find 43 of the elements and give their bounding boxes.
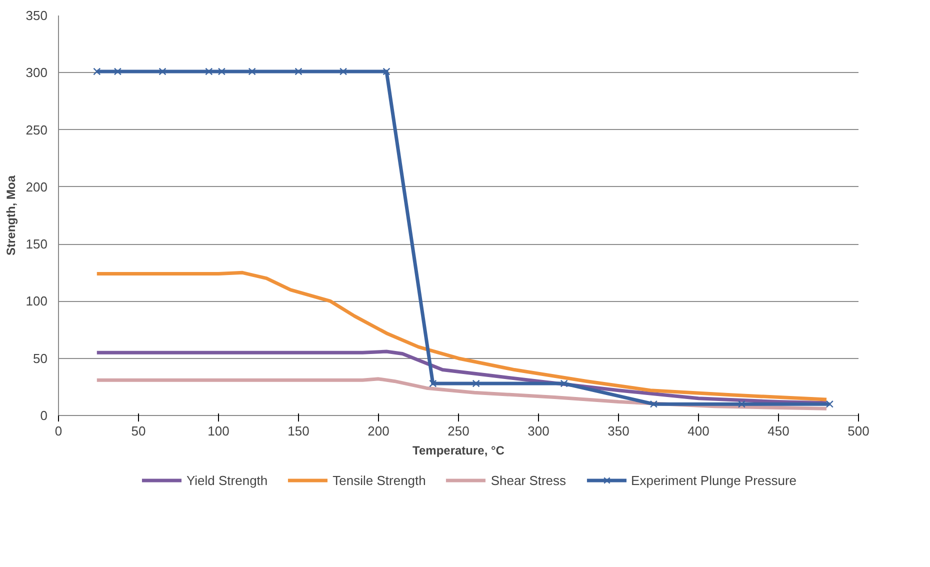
point (248, 68, 256, 76)
y-tick-label: 200 (26, 179, 48, 194)
point (114, 68, 122, 76)
point (93, 68, 101, 76)
point (158, 68, 166, 76)
point (382, 68, 390, 76)
legend-label: Experiment Plunge Pressure (631, 472, 797, 488)
point (340, 68, 348, 76)
x-tick-label: 150 (288, 424, 310, 438)
y-tick-label: 0 (40, 408, 48, 423)
y-tick-label: 250 (26, 122, 48, 138)
point (826, 400, 834, 408)
x-tick-label: 400 (688, 424, 710, 438)
line-series (95, 377, 828, 410)
point (738, 400, 746, 408)
y-axis-title: Strength, Moa (4, 175, 18, 256)
y-tick-label: 100 (26, 294, 48, 309)
y-tick-label: 50 (33, 350, 48, 366)
x-tick-label: 500 (848, 424, 870, 438)
point (205, 68, 213, 76)
legend-label: Tensile Strength (332, 472, 426, 488)
legend-label: Shear Stress (490, 472, 566, 488)
x-tick-label: 0 (54, 424, 62, 438)
point (472, 380, 480, 388)
x-tick-label: 100 (208, 424, 230, 438)
legend-label: Yield Strength (186, 472, 268, 488)
point (429, 380, 437, 388)
y-tick-label: 350 (26, 8, 48, 23)
point (650, 400, 658, 408)
x-tick-label: 300 (528, 424, 550, 438)
x-tick-label: 350 (608, 424, 630, 438)
point (560, 380, 568, 388)
line-series (95, 270, 828, 402)
y-tick-label: 300 (26, 65, 48, 80)
point (294, 68, 302, 76)
x-tick-label: 450 (768, 424, 790, 438)
x-tick-label: 50 (131, 424, 146, 438)
point (218, 68, 226, 76)
line-series (95, 350, 828, 405)
x-tick-label: 250 (448, 424, 470, 438)
y-tick-label: 150 (26, 236, 48, 252)
x-axis-title: Temperature, °C (412, 444, 505, 458)
x-tick-label: 200 (368, 424, 390, 438)
